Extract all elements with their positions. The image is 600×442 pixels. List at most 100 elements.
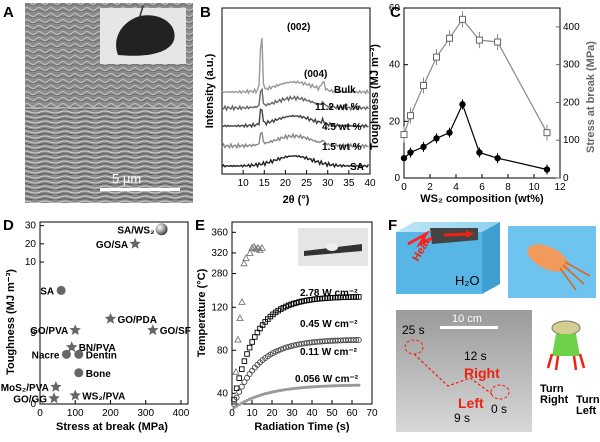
- e-point-0056: [237, 402, 241, 407]
- stress-point: [459, 15, 466, 23]
- c-ytick-right-label: 400: [563, 22, 580, 33]
- e-point-0056: [240, 401, 244, 405]
- e-point-0056: [284, 387, 288, 392]
- stress-point: [475, 36, 483, 44]
- c-xtick-label: 10: [528, 182, 540, 193]
- panel-d-points: SA/WS₂ GO/SA SA GO/PDA GO/PVA GO/SF BN/PVA Nacr…: [1, 223, 191, 405]
- toughness-point: [400, 154, 408, 162]
- d-point-circle: [56, 285, 66, 295]
- laser-bolt: [407, 229, 433, 248]
- d-point-label: GO/PDA: [117, 315, 156, 326]
- xrd-xtick-label: 10: [238, 178, 250, 189]
- e-point-0056: [261, 392, 265, 397]
- d-xtick-label: 0: [37, 408, 43, 419]
- toughness-point: [407, 149, 414, 156]
- d-point-label: MoS₂/PVA: [1, 383, 49, 394]
- e-point-0056: [271, 390, 275, 394]
- panel-e-ylabel: Temperature (°C): [196, 268, 208, 357]
- d-point-label: SA: [40, 286, 54, 297]
- xrd-xtick-label: 15: [259, 178, 271, 189]
- panel-d-axes: [39, 221, 189, 405]
- c-ytick-right-label: 0: [563, 173, 569, 184]
- e-xtick-label: 40: [306, 408, 318, 419]
- e-point-0056: [341, 383, 345, 388]
- peak-label-004: (004): [304, 69, 327, 80]
- stress-point: [543, 129, 551, 137]
- xrd-curve: [221, 131, 369, 150]
- xrd-curve: [221, 154, 370, 169]
- e-point-0056: [292, 386, 296, 391]
- d-point-star: [147, 324, 159, 335]
- e-point-0056: [276, 389, 280, 393]
- e-point-011: [355, 337, 362, 343]
- e-point-011: [277, 346, 284, 353]
- scale-bar-a-label: 5 μm: [112, 171, 141, 186]
- c-ytick-right-label: 100: [563, 135, 580, 146]
- xrd-xtick-label: 30: [322, 178, 334, 189]
- xrd-curve: [221, 108, 369, 129]
- turn-left-word1: Turn: [576, 394, 600, 406]
- e-point-011: [241, 379, 248, 386]
- e-point-278: [242, 254, 250, 262]
- e-point-011: [283, 344, 289, 351]
- e-point-0056: [245, 398, 249, 403]
- e-point-0056: [289, 387, 293, 391]
- xrd-xtick-label: 20: [280, 178, 292, 189]
- e-ytick-label: 40: [217, 388, 229, 399]
- e-point-0056: [235, 404, 239, 408]
- peak-label-002: (002): [287, 22, 310, 33]
- xrd-xticks: 10 15 20 25 30 35 40: [238, 170, 376, 189]
- e-point-0056: [253, 395, 257, 399]
- e-point-0056: [255, 394, 259, 398]
- panel-e-axes: [231, 221, 373, 405]
- d-ytick-label: 20: [25, 239, 37, 250]
- e-xtick-label: 70: [366, 408, 378, 419]
- e-point-0056: [258, 393, 262, 397]
- e-point-278: [258, 243, 266, 251]
- e-point-011: [288, 343, 295, 350]
- stress-point: [446, 34, 453, 42]
- e-point-278: [234, 335, 242, 343]
- e-point-0056: [333, 384, 337, 388]
- panel-b-axes: [221, 7, 371, 175]
- panel-label-c: C: [390, 4, 401, 21]
- e-point-011: [236, 388, 243, 395]
- panel-c-ylabel-left: Toughness (MJ m⁻³): [369, 44, 381, 150]
- scale-bar-f: [440, 326, 498, 329]
- e-point-0056: [266, 391, 270, 395]
- e-point-045: [249, 339, 255, 345]
- turn-right-word1: Turn: [540, 383, 564, 395]
- d-xtick-label: 400: [173, 408, 190, 419]
- toughness-point: [459, 101, 466, 108]
- e-point-045: [244, 351, 250, 357]
- e-point-0056: [248, 397, 252, 401]
- e-point-0056: [328, 384, 332, 388]
- c-xtick-label: 2: [427, 182, 433, 193]
- e-xtick-label: 0: [229, 408, 235, 419]
- c-ytick-left-label: 40: [389, 60, 401, 71]
- right-turn-label: Right: [464, 365, 500, 381]
- d-point-star: [69, 324, 81, 335]
- series-label-045: 0.45 W cm⁻²: [300, 319, 358, 330]
- e-point-0056: [323, 384, 327, 388]
- c-xtick-label: 0: [401, 182, 407, 193]
- e-point-011: [275, 347, 282, 354]
- panel-f-schematic: Heat H₂O 10 cm 25 s 12 s 9 s 0 s Right L…: [396, 222, 600, 432]
- d-xtick-label: 200: [102, 408, 119, 419]
- d-point-star: [50, 381, 62, 392]
- e-point-0056: [320, 384, 324, 388]
- e-point-0056: [263, 392, 267, 396]
- e-point-011: [246, 371, 253, 378]
- e-point-045: [241, 358, 248, 364]
- e-point-278: [248, 243, 256, 251]
- d-point-label: BN/PVA: [79, 343, 116, 354]
- d-point-label: WS₂/PVA: [82, 391, 125, 402]
- e-point-278: [256, 245, 264, 253]
- c-ytick-left-label: 0: [394, 173, 400, 184]
- stress-point: [433, 53, 440, 61]
- e-point-0056: [297, 386, 301, 390]
- e-point-0056: [315, 384, 319, 389]
- d-ytick-label: 5: [30, 328, 36, 339]
- toughness-point: [446, 129, 453, 136]
